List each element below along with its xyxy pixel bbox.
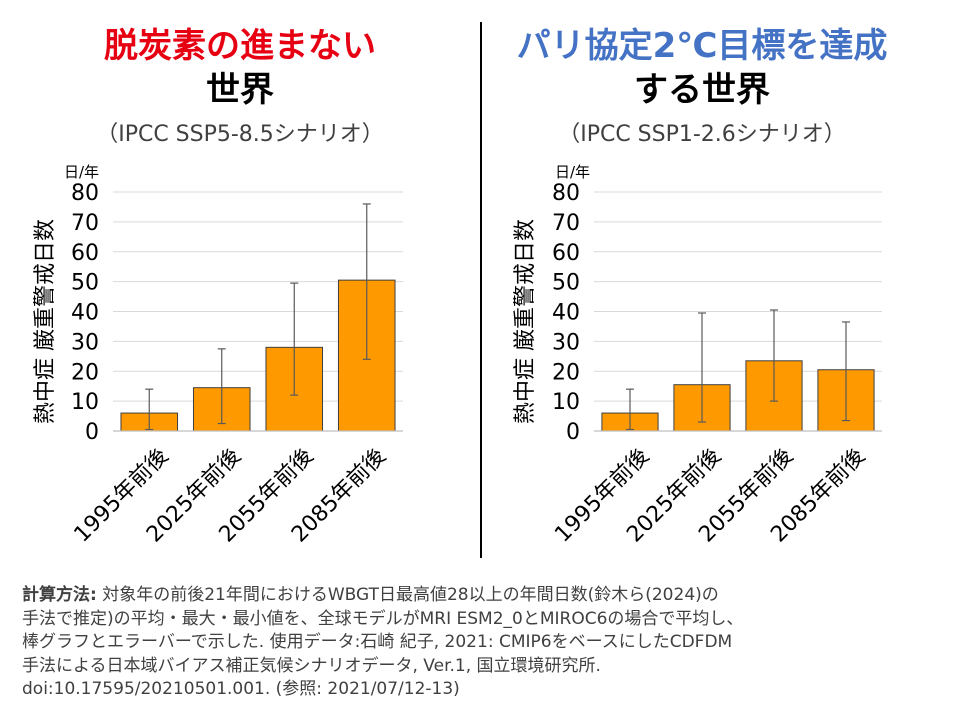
y-tick-label: 20 <box>552 360 580 385</box>
right-title-line2: する世界 <box>634 70 770 110</box>
y-tick-label: 80 <box>552 181 580 206</box>
y-tick-label: 30 <box>552 330 580 355</box>
unit-label: 日/年 <box>64 163 99 181</box>
unit-label: 日/年 <box>555 163 590 181</box>
footnote-line4: 手法による日本域バイアス補正気候シナリオデータ, Ver.1, 国立環境研究所. <box>22 655 601 676</box>
y-tick-label: 10 <box>552 390 580 415</box>
y-tick-label: 50 <box>71 271 99 296</box>
y-tick-label: 20 <box>71 360 99 385</box>
y-tick-label: 30 <box>71 330 99 355</box>
footnote-line2: 手法で推定)の平均・最大・最小値を、全球モデルがMRI ESM2_0とMIROC… <box>22 608 744 629</box>
y-tick-label: 40 <box>552 301 580 326</box>
right-title-line1: パリ協定2℃目標を達成 <box>516 26 888 66</box>
y-tick-label: 0 <box>566 420 580 445</box>
footnote-line1: 対象年の前後21年間におけるWBGT日最高値28以上の年間日数(鈴木ら(2024… <box>96 585 719 605</box>
right-scenario-label: （IPCC SSP1-2.6シナリオ） <box>558 122 846 147</box>
footnote-label: 計算方法: <box>22 585 97 605</box>
y-tick-label: 40 <box>71 301 99 326</box>
footnote-line5: doi:10.17595/20210501.001. (参照: 2021/07/… <box>22 679 460 699</box>
panel-divider <box>480 22 482 558</box>
y-axis-label: 熱中症 厳重警戒日数 <box>33 219 58 424</box>
y-tick-label: 80 <box>71 181 99 206</box>
y-tick-label: 70 <box>552 211 580 236</box>
footnote: 計算方法: 対象年の前後21年間におけるWBGT日最高値28以上の年間日数(鈴木… <box>22 584 942 702</box>
y-tick-label: 60 <box>552 241 580 266</box>
y-tick-label: 50 <box>552 271 580 296</box>
y-tick-label: 0 <box>85 420 99 445</box>
y-tick-label: 70 <box>71 211 99 236</box>
left-title-line2: 世界 <box>206 70 274 110</box>
footnote-line3: 棒グラフとエラーバーで示した. 使用データ:石崎 紀子, 2021: CMIP6… <box>22 632 733 652</box>
left-title-line1: 脱炭素の進まない <box>104 26 376 66</box>
y-tick-label: 60 <box>71 241 99 266</box>
y-tick-label: 10 <box>71 390 99 415</box>
left-scenario-label: （IPCC SSP5-8.5シナリオ） <box>96 122 384 147</box>
y-axis-label: 熱中症 厳重警戒日数 <box>513 219 538 424</box>
